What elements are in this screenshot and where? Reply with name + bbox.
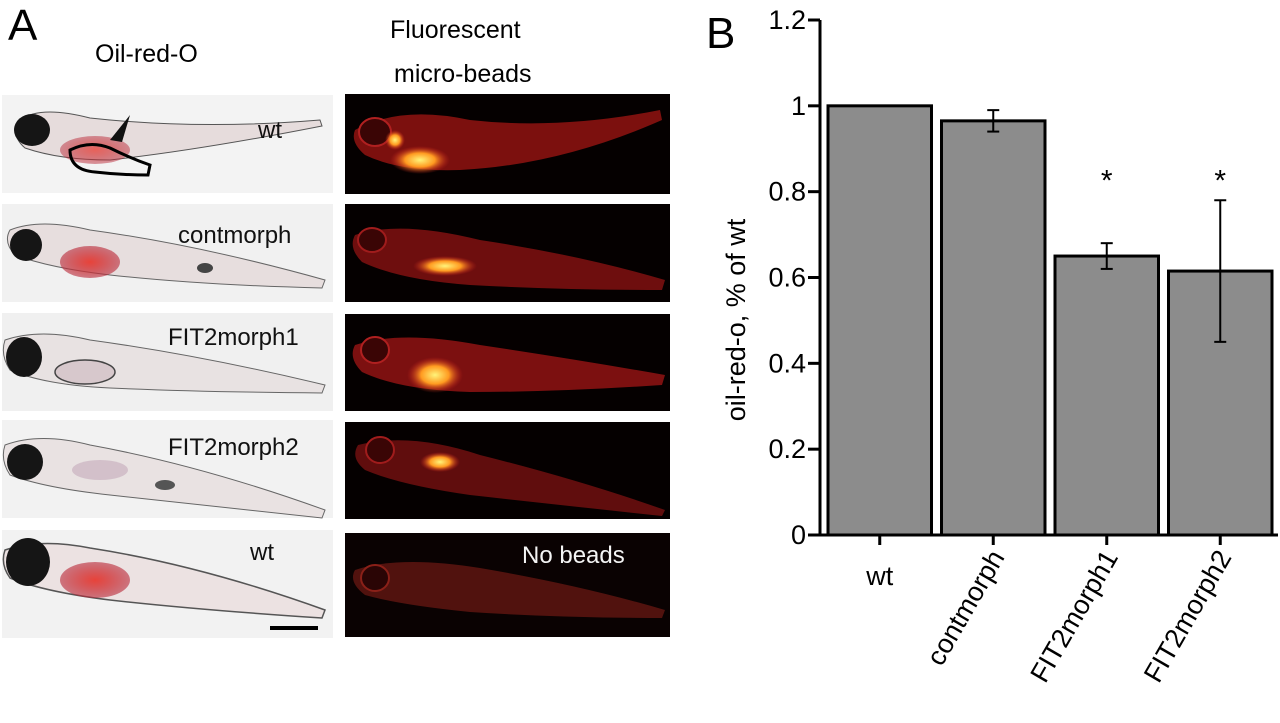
row-label-wt-2: wt: [249, 539, 274, 566]
scale-bar: [270, 626, 318, 630]
oil-red-o-image-fit2morph2: FIT2morph2: [2, 420, 333, 519]
chart-x-labels: wt contmorph FIT2morph1 FIT2morph2: [865, 545, 1237, 687]
y-tick-label: 0: [791, 520, 806, 550]
y-tick-label: 1.2: [768, 5, 806, 35]
x-tick-label: wt: [865, 561, 893, 591]
row-label-wt-1: wt: [257, 117, 282, 144]
fluorescent-image-fit2morph2: [345, 422, 670, 519]
x-tick-label: contmorph: [921, 545, 1011, 670]
oil-red-o-column-title: Oil-red-O: [95, 40, 198, 68]
row-label-contmorph: contmorph: [178, 222, 291, 249]
oil-red-o-image-wt-1: wt: [2, 95, 333, 193]
fluorescent-image-contmorph: [345, 204, 670, 302]
row-fit2morph2: FIT2morph2: [2, 420, 670, 519]
fluor-label-no-beads: No beads: [522, 542, 625, 569]
fluorescent-column-title-line1: Fluorescent: [390, 16, 521, 44]
row-wt-2: wt No beads: [2, 530, 670, 638]
panel-b: B oil-red-o, % of wt 0 0.2 0.4 0.6 0.8 1 1.2 *…: [706, 5, 1278, 687]
row-fit2morph1: FIT2morph1: [2, 313, 670, 411]
fluorescent-image-no-beads: [345, 533, 670, 637]
significance-marker: *: [1214, 164, 1226, 197]
panel-a: A Oil-red-O Fluorescent micro-beads wt: [2, 1, 670, 638]
panel-b-letter: B: [706, 9, 735, 58]
fluorescent-image-fit2morph1: [345, 314, 670, 411]
row-label-fit2morph2: FIT2morph2: [168, 434, 299, 461]
row-label-fit2morph1: FIT2morph1: [168, 324, 299, 351]
oil-red-o-image-fit2morph1: FIT2morph1: [2, 313, 333, 411]
panel-a-letter: A: [8, 1, 38, 50]
fluorescent-column-title-line2: micro-beads: [394, 60, 532, 88]
bar: [1053, 254, 1160, 537]
significance-marker: *: [1101, 164, 1113, 197]
y-tick-label: 0.2: [768, 434, 806, 464]
bar: [940, 119, 1047, 537]
y-tick-label: 0.4: [768, 348, 806, 378]
y-tick-label: 1: [791, 91, 806, 121]
y-tick-label: 0.6: [768, 263, 806, 293]
chart-bars: * *: [826, 104, 1274, 537]
row-contmorph: contmorph: [2, 204, 670, 302]
oil-red-o-image-wt-2: wt: [2, 530, 333, 638]
y-axis-title: oil-red-o, % of wt: [721, 218, 751, 421]
fluorescent-image-wt-1: [345, 94, 670, 194]
x-tick-label: FIT2morph2: [1138, 545, 1238, 687]
x-tick-label: FIT2morph1: [1024, 545, 1124, 687]
y-tick-label: 0.8: [768, 177, 806, 207]
bar: [826, 104, 933, 537]
row-wt-1: wt: [2, 94, 670, 194]
oil-red-o-image-contmorph: contmorph: [2, 204, 333, 302]
